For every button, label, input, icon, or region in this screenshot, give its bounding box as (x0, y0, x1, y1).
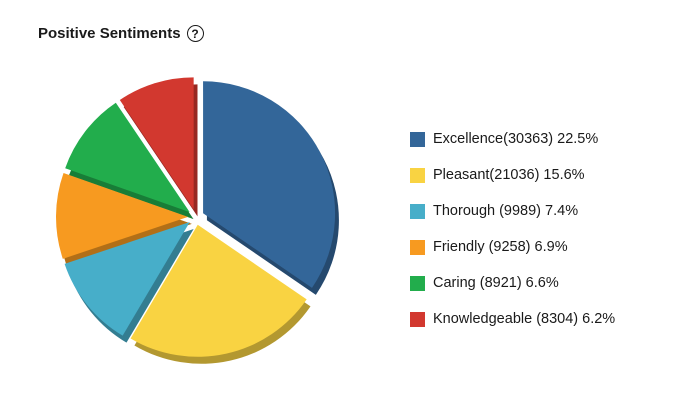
legend-label: Excellence(30363) 22.5% (433, 131, 599, 147)
legend-item-friendly[interactable]: Friendly (9258) 6.9% (410, 229, 615, 265)
legend-item-pleasant[interactable]: Pleasant(21036) 15.6% (410, 157, 615, 193)
legend-swatch (410, 275, 425, 291)
pie-slice-excellence[interactable] (203, 81, 336, 288)
legend-item-excellence[interactable]: Excellence(30363) 22.5% (410, 121, 615, 157)
pie-slice-knowledgeable[interactable] (119, 77, 194, 210)
legend-swatch (410, 203, 425, 219)
chart-title: Positive Sentiments (38, 25, 181, 42)
legend-label: Pleasant(21036) 15.6% (433, 167, 585, 183)
pie-slice-pleasant[interactable] (130, 224, 307, 357)
legend-item-caring[interactable]: Caring (8921) 6.6% (410, 265, 615, 301)
pie-slice-caring[interactable] (65, 102, 190, 213)
legend-label: Knowledgeable (8304) 6.2% (433, 311, 616, 327)
legend-item-knowledgeable[interactable]: Knowledgeable (8304) 6.2% (410, 301, 615, 337)
chart-legend: Excellence(30363) 22.5% Pleasant(21036) 1… (410, 121, 615, 337)
pie-slice-friendly[interactable] (56, 173, 189, 259)
pie-slice-thorough[interactable] (64, 222, 190, 336)
legend-label: Caring (8921) 6.6% (433, 275, 559, 291)
legend-item-thorough[interactable]: Thorough (9989) 7.4% (410, 193, 615, 229)
legend-swatch (410, 167, 425, 183)
legend-label: Friendly (9258) 6.9% (433, 239, 568, 255)
legend-label: Thorough (9989) 7.4% (433, 203, 579, 219)
legend-swatch (410, 131, 425, 147)
legend-swatch (410, 311, 425, 327)
chart-header: Positive Sentiments ? (38, 25, 204, 42)
help-icon[interactable]: ? (186, 25, 204, 42)
pie-slice-layer (56, 77, 336, 357)
legend-swatch (410, 239, 425, 255)
